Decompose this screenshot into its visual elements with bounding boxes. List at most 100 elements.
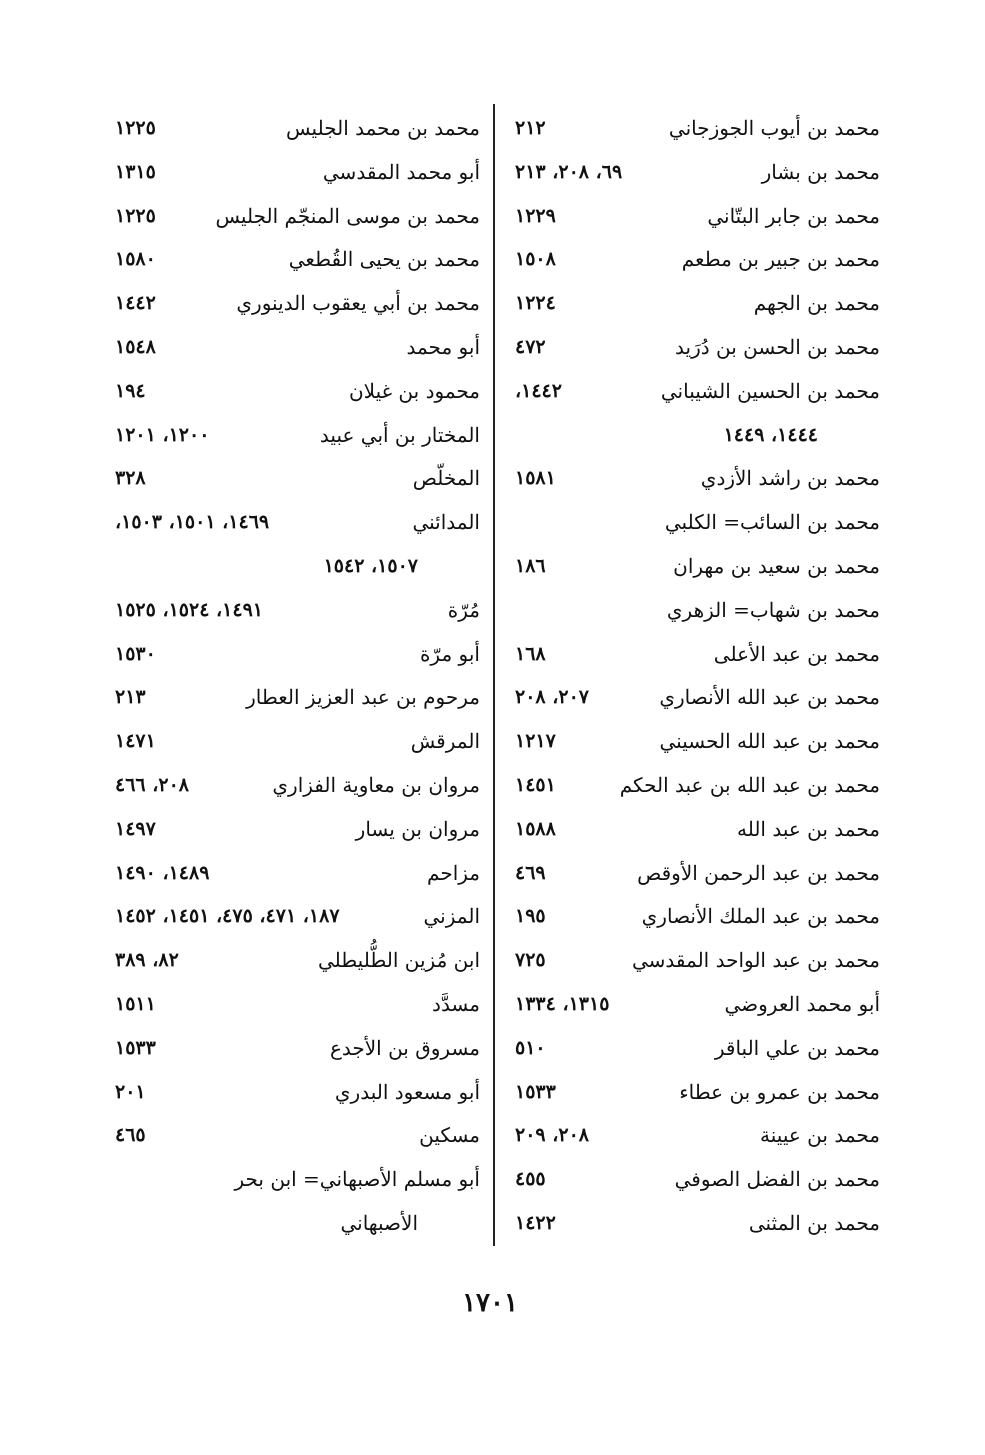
entry-page-numbers: ١٤٤٢، [515, 379, 562, 402]
index-entry: محمد بن موسى المنجّم الجليس ١٢٢٥ [105, 194, 480, 238]
entry-page-numbers: ١٤٤٢ [115, 292, 156, 315]
index-entry: أبو مسلم الأصبهاني= ابن بحر [105, 1157, 480, 1201]
index-entry: محمد بن جبير بن مطعم ١٥٠٨ [505, 237, 880, 281]
entry-name: المزني [423, 904, 480, 929]
index-entry: محمد بن راشد الأزدي ١٥٨١ [505, 456, 880, 500]
entry-name: أبو محمد المقدسي [322, 159, 480, 184]
entry-name: مزاحم [427, 860, 480, 885]
entry-page-numbers: ٤٦٩ [515, 861, 546, 884]
index-entry: المخلّص ٣٢٨ [105, 456, 480, 500]
index-entry: المدائني ١٤٦٩، ١٥٠١، ١٥٠٣، [105, 500, 480, 544]
entry-name: محمد بن الحسين الشيباني [660, 378, 880, 403]
index-entry: محمود بن غيلان ١٩٤ [105, 369, 480, 413]
entry-page-numbers: ٤٧٢ [515, 336, 546, 358]
index-entry: مزاحم ١٤٨٩، ١٤٩٠ [105, 851, 480, 895]
entry-page-numbers: ١٥٣٠ [115, 642, 156, 665]
entry-name: محمد بن عبد الله بن عبد الحكم [619, 773, 880, 797]
entry-page-numbers: ٦٩، ٢٠٨، ٢١٣ [515, 160, 623, 183]
index-entry: محمد بن سعيد بن مهران ١٨٦ [505, 544, 880, 588]
entry-name: محمد بن يحيى القُطعي [288, 247, 480, 272]
index-entry: محمد بن عمرو بن عطاء ١٥٣٣ [505, 1070, 880, 1114]
entry-page-numbers: ٥١٠ [515, 1036, 546, 1059]
entry-page-numbers: ٧٢٥ [515, 949, 546, 972]
index-entry: محمد بن الفضل الصوفي ٤٥٥ [505, 1157, 880, 1201]
entry-name: محمد بن الجهم [753, 291, 880, 316]
entry-name: محمد بن الحسن بن دُرَيد [675, 335, 880, 359]
entry-name: محمد بن جبير بن مطعم [681, 247, 880, 272]
entry-name: محمد بن جابر البتّاني [707, 203, 880, 228]
index-entry: محمد بن عبد الرحمن الأوقص ٤٦٩ [505, 851, 880, 895]
index-entry: محمد بن عبد الله بن عبد الحكم ١٤٥١ [505, 763, 880, 807]
entry-page-numbers: ٤٦٥ [115, 1124, 146, 1147]
entry-name: محمد بن علي الباقر [714, 1035, 880, 1060]
index-entry: محمد بن عبد الواحد المقدسي ٧٢٥ [505, 938, 880, 982]
entry-page-numbers: ١٣١٥ [115, 160, 156, 183]
entry-continuation-text: ١٥٠٧، ١٥٤٢ [323, 555, 418, 577]
entry-name: محمد بن سعيد بن مهران [673, 554, 880, 578]
index-entry: محمد بن أيوب الجوزجاني ٢١٢ [505, 106, 880, 150]
index-entry: محمد بن محمد الجليس ١٢٢٥ [105, 106, 480, 150]
index-entry: مسدَّد ١٥١١ [105, 982, 480, 1026]
entry-page-numbers: ١٥٣٣ [115, 1036, 156, 1059]
index-entry-continuation: ١٤٤٤، ١٤٤٩ [505, 413, 880, 457]
entry-page-numbers: ١٤٦٩، ١٥٠١، ١٥٠٣، [115, 511, 270, 534]
entry-page-numbers: ٢١٣ [115, 686, 146, 709]
entry-name: محمد بن راشد الأزدي [700, 466, 880, 491]
entry-page-numbers: ٢١٢ [515, 117, 546, 139]
entry-name: مسدَّد [432, 992, 480, 1016]
entry-name: محمد بن بشار [761, 159, 880, 184]
entry-name: مُرّة [447, 597, 480, 622]
entry-name: أبو مرّة [419, 641, 480, 666]
index-entry: مروان بن يسار ١٤٩٧ [105, 807, 480, 851]
entry-page-numbers: ١٢٢٤ [515, 292, 556, 315]
entry-name: محمد بن محمد الجليس [286, 116, 480, 140]
entry-page-numbers: ١٤٩١، ١٥٢٤، ١٥٢٥ [115, 598, 263, 621]
index-entry: أبو محمد ١٥٤٨ [105, 325, 480, 369]
entry-name: محمد بن المثنى [748, 1211, 880, 1235]
index-entry: أبو محمد العروضي ١٣١٥، ١٣٣٤ [505, 982, 880, 1026]
entry-name: محمد بن عيينة [760, 1123, 880, 1148]
entry-name: أبو محمد [406, 335, 481, 359]
index-entry: ابن مُزين الطُّليطلي ٨٢، ٣٨٩ [105, 938, 480, 982]
entry-name: محمد بن موسى المنجّم الجليس [215, 203, 480, 228]
entry-page-numbers: ١٤٥١ [515, 774, 556, 796]
entry-page-numbers: ٣٢٨ [115, 467, 146, 490]
index-entry: المختار بن أبي عبيد ١٢٠٠، ١٢٠١ [105, 413, 480, 457]
entry-continuation-text: الأصبهاني [340, 1211, 418, 1235]
entry-name: أبو محمد العروضي [724, 992, 881, 1016]
index-entry: أبو مرّة ١٥٣٠ [105, 632, 480, 676]
entry-page-numbers: ٢٠٨، ٤٦٦ [115, 774, 189, 796]
index-entry: محمد بن شهاب= الزهري [505, 588, 880, 632]
index-entry: المزني ١٨٧، ٤٧١، ٤٧٥، ١٤٥١، ١٤٥٢ [105, 894, 480, 938]
entry-page-numbers: ١٤٧١ [115, 730, 156, 753]
entry-name: مروان بن معاوية الفزاري [272, 773, 480, 797]
index-entry: محمد بن عبد الله الأنصاري ٢٠٧، ٢٠٨ [505, 675, 880, 719]
entry-name: محمد بن عبد الأعلى [713, 641, 880, 666]
index-entry: مروان بن معاوية الفزاري ٢٠٨، ٤٦٦ [105, 763, 480, 807]
entry-page-numbers: ١٢١٧ [515, 730, 556, 753]
entry-page-numbers: ٢٠١ [115, 1080, 146, 1103]
index-entry: مسروق بن الأجدع ١٥٣٣ [105, 1026, 480, 1070]
entry-name: مسروق بن الأجدع [329, 1035, 480, 1060]
entry-page-numbers: ١٢٠٠، ١٢٠١ [115, 423, 210, 446]
entry-page-numbers: ١٢٢٥ [115, 204, 156, 227]
entry-page-numbers: ١٤٢٢ [515, 1212, 556, 1234]
index-entry-continuation: الأصبهاني [105, 1201, 480, 1245]
entry-name: محمد بن السائب= الكلبي [664, 510, 880, 535]
entry-name: محمود بن غيلان [348, 378, 480, 403]
entry-name: ابن مُزين الطُّليطلي [317, 948, 480, 973]
entry-page-numbers: ١٨٦ [515, 555, 546, 577]
index-entry: محمد بن عيينة ٢٠٨، ٢٠٩ [505, 1113, 880, 1157]
entry-page-numbers: ١٤٨٩، ١٤٩٠ [115, 861, 210, 884]
entry-page-numbers: ١٥٠٨ [515, 248, 556, 271]
entry-page-numbers: ١٥٨١ [515, 467, 556, 490]
entry-page-numbers: ٨٢، ٣٨٩ [115, 949, 179, 972]
entry-page-numbers: ١٤٩٧ [115, 817, 156, 840]
entry-name: محمد بن عبد الواحد المقدسي [631, 948, 880, 973]
entry-name: محمد بن عبد الله الأنصاري [659, 685, 880, 710]
index-column-left: محمد بن محمد الجليس ١٢٢٥ أبو محمد المقدسي ١… [105, 106, 480, 1256]
entry-page-numbers: ٢٠٧، ٢٠٨ [515, 686, 589, 709]
index-entry: محمد بن علي الباقر ٥١٠ [505, 1026, 880, 1070]
entry-name: محمد بن الفضل الصوفي [674, 1167, 880, 1192]
index-entry: محمد بن الجهم ١٢٢٤ [505, 281, 880, 325]
